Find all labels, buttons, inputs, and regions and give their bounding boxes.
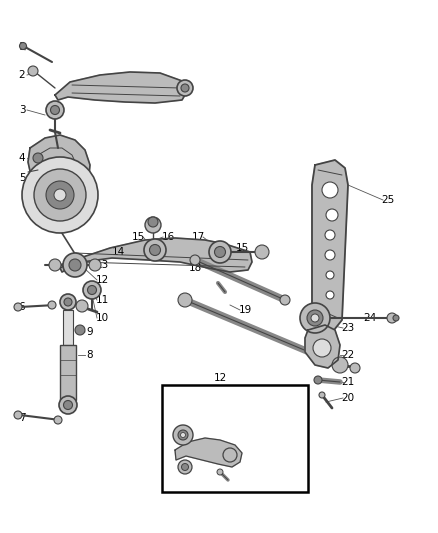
Circle shape xyxy=(307,310,323,326)
Circle shape xyxy=(173,425,193,445)
Circle shape xyxy=(34,169,86,221)
Text: 19: 19 xyxy=(238,305,251,315)
Circle shape xyxy=(177,80,193,96)
Text: 23: 23 xyxy=(341,323,355,333)
Text: 15: 15 xyxy=(131,232,145,242)
Text: 14: 14 xyxy=(111,247,125,257)
Circle shape xyxy=(46,101,64,119)
Circle shape xyxy=(190,255,200,265)
Circle shape xyxy=(59,396,77,414)
Circle shape xyxy=(144,239,166,261)
Circle shape xyxy=(22,157,98,233)
Circle shape xyxy=(46,181,74,209)
Circle shape xyxy=(64,298,72,306)
Circle shape xyxy=(54,416,62,424)
Circle shape xyxy=(223,448,237,462)
Circle shape xyxy=(14,303,22,311)
Circle shape xyxy=(14,411,22,419)
Text: 8: 8 xyxy=(87,350,93,360)
Polygon shape xyxy=(28,135,90,218)
Polygon shape xyxy=(312,160,348,335)
Circle shape xyxy=(148,217,158,227)
Circle shape xyxy=(215,246,226,257)
Text: 20: 20 xyxy=(342,393,355,403)
Circle shape xyxy=(49,259,61,271)
Circle shape xyxy=(83,281,101,299)
Circle shape xyxy=(20,43,27,50)
Circle shape xyxy=(314,376,322,384)
Text: 25: 25 xyxy=(381,195,395,205)
Circle shape xyxy=(209,241,231,263)
Circle shape xyxy=(63,253,87,277)
Circle shape xyxy=(217,469,223,475)
Circle shape xyxy=(54,189,66,201)
Text: 3: 3 xyxy=(19,105,25,115)
Bar xyxy=(162,385,308,492)
Text: 22: 22 xyxy=(341,350,355,360)
Bar xyxy=(60,345,76,400)
Circle shape xyxy=(149,245,160,255)
Text: 18: 18 xyxy=(188,263,201,273)
Circle shape xyxy=(313,339,331,357)
Circle shape xyxy=(69,259,81,271)
Circle shape xyxy=(89,259,101,271)
Circle shape xyxy=(322,182,338,198)
Polygon shape xyxy=(305,325,340,368)
Circle shape xyxy=(181,84,189,92)
Circle shape xyxy=(181,464,188,471)
Circle shape xyxy=(64,400,73,409)
Circle shape xyxy=(300,303,330,333)
Circle shape xyxy=(180,432,186,438)
Circle shape xyxy=(325,250,335,260)
Text: 6: 6 xyxy=(19,302,25,312)
Text: 7: 7 xyxy=(19,413,25,423)
Circle shape xyxy=(350,363,360,373)
Text: 5: 5 xyxy=(19,173,25,183)
Circle shape xyxy=(319,392,325,398)
Circle shape xyxy=(387,313,397,323)
Circle shape xyxy=(326,271,334,279)
Circle shape xyxy=(332,357,348,373)
Text: 11: 11 xyxy=(95,295,109,305)
Polygon shape xyxy=(175,438,242,467)
Text: 2: 2 xyxy=(19,70,25,80)
Circle shape xyxy=(75,325,85,335)
Circle shape xyxy=(255,245,269,259)
Circle shape xyxy=(326,291,334,299)
Circle shape xyxy=(311,314,319,322)
Circle shape xyxy=(76,300,88,312)
Circle shape xyxy=(326,209,338,221)
Text: 21: 21 xyxy=(341,377,355,387)
Circle shape xyxy=(325,230,335,240)
Bar xyxy=(63,310,73,345)
Circle shape xyxy=(28,66,38,76)
Circle shape xyxy=(145,217,161,233)
Polygon shape xyxy=(60,238,252,272)
Text: 13: 13 xyxy=(95,260,109,270)
Text: 15: 15 xyxy=(235,243,249,253)
Circle shape xyxy=(393,315,399,321)
Circle shape xyxy=(88,286,96,295)
Polygon shape xyxy=(55,72,188,103)
Circle shape xyxy=(280,295,290,305)
Circle shape xyxy=(178,430,188,440)
Circle shape xyxy=(178,460,192,474)
Circle shape xyxy=(33,153,43,163)
Text: 17: 17 xyxy=(191,232,205,242)
Text: 4: 4 xyxy=(19,153,25,163)
Text: 10: 10 xyxy=(95,313,109,323)
Text: 9: 9 xyxy=(87,327,93,337)
Text: 12: 12 xyxy=(213,373,226,383)
Circle shape xyxy=(178,293,192,307)
Circle shape xyxy=(50,106,60,115)
Text: 1: 1 xyxy=(19,42,25,52)
Text: 24: 24 xyxy=(364,313,377,323)
Text: 12: 12 xyxy=(95,275,109,285)
Circle shape xyxy=(48,301,56,309)
Circle shape xyxy=(60,294,76,310)
Text: 16: 16 xyxy=(161,232,175,242)
